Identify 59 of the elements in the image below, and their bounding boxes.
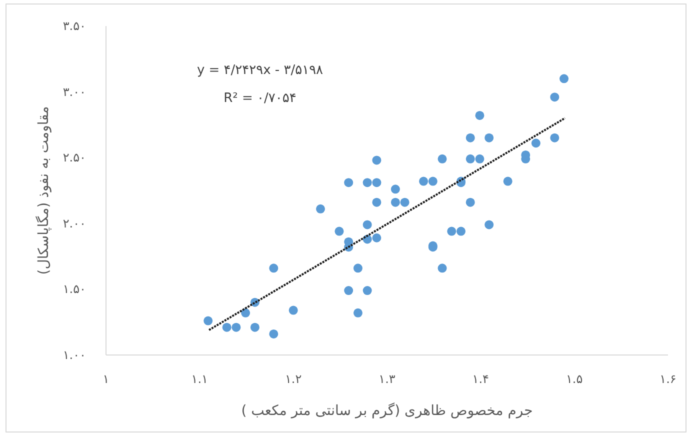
- point: [372, 233, 382, 242]
- x-tick-label: ۱: [102, 372, 110, 386]
- point: [362, 220, 372, 230]
- y-tick-label: ۲.۵۰: [62, 150, 86, 165]
- point: [241, 308, 250, 318]
- point: [372, 156, 382, 165]
- point: [390, 198, 400, 207]
- point: [438, 264, 447, 273]
- point: [419, 176, 428, 186]
- y-tick-label: ۱.۰۰: [62, 348, 86, 362]
- point: [353, 264, 362, 273]
- point: [372, 178, 382, 188]
- point: [344, 178, 354, 188]
- point: [372, 198, 382, 207]
- y-tick-label: ۲.۰۰: [62, 216, 86, 230]
- point: [204, 316, 213, 326]
- point: [288, 306, 298, 315]
- point: [531, 138, 540, 148]
- point: [316, 204, 325, 214]
- y-tick-label: ۱.۵۰: [62, 282, 86, 296]
- point: [456, 226, 466, 236]
- point: [390, 184, 400, 194]
- point: [484, 220, 494, 230]
- point: [232, 322, 241, 332]
- x-tick-label: ۱.۵: [566, 372, 583, 386]
- point: [250, 322, 260, 332]
- point: [466, 154, 475, 164]
- annotation: y = ۴/۲۴۲۹x - ۳/۵۱۹۸: [196, 63, 324, 78]
- point: [475, 154, 484, 164]
- annotation: R² = ۰/۷۰۵۴: [224, 91, 296, 106]
- point: [269, 264, 278, 273]
- point: [334, 226, 344, 236]
- point: [466, 198, 475, 207]
- x-axis-title: جرم مخصوص ظاهری (گرم بر سانتی متر مکعب ): [241, 402, 533, 419]
- point: [560, 74, 569, 84]
- point: [362, 178, 372, 188]
- point: [484, 133, 494, 142]
- point: [362, 286, 372, 296]
- point: [269, 329, 278, 338]
- x-tick-label: ۱.۲: [284, 372, 302, 386]
- x-tick-label: ۱.۱: [191, 372, 208, 386]
- x-tick-label: ۱.۴: [472, 372, 490, 386]
- point: [447, 226, 456, 236]
- point: [400, 198, 410, 207]
- point: [438, 154, 447, 164]
- point: [550, 133, 560, 142]
- y-tick-label: ۳.۰۰: [62, 84, 86, 99]
- y-tick-label: ۳.۵۰: [62, 19, 86, 33]
- point: [475, 110, 484, 120]
- x-tick-label: ۱.۳: [378, 372, 396, 386]
- point: [353, 308, 362, 318]
- y-axis-title: مقاومت به نفوذ (مگاپاسکال): [35, 106, 52, 275]
- point: [222, 322, 232, 332]
- point: [550, 92, 560, 102]
- point: [503, 176, 512, 186]
- point: [466, 133, 475, 142]
- point: [344, 286, 354, 296]
- point: [428, 176, 438, 186]
- x-tick-label: ۱.۶: [660, 372, 676, 386]
